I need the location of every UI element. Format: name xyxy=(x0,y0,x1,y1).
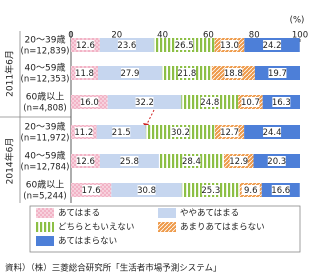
value-label-bg xyxy=(182,156,201,166)
x-tick-label: 0 xyxy=(68,31,73,41)
value-label-bg xyxy=(80,97,99,107)
value-label-bg xyxy=(171,127,190,137)
category-label: 40～59歳 xyxy=(25,62,66,74)
n-label: (n=11,972) xyxy=(21,134,70,144)
legend-label: あてはまる xyxy=(58,209,100,219)
x-unit-label: (%) xyxy=(290,16,305,26)
value-label-bg xyxy=(229,156,248,166)
n-label: (n=5,244) xyxy=(23,192,66,202)
value-label: 24.2 xyxy=(263,41,282,51)
value-label: 27.9 xyxy=(120,69,139,79)
category-label: 60歳以上 xyxy=(26,179,64,191)
value-label-bg xyxy=(74,127,93,137)
value-label: 16.3 xyxy=(272,98,291,108)
legend-swatch xyxy=(36,208,54,218)
value-label: 24.8 xyxy=(200,98,219,108)
value-label: 17.6 xyxy=(82,186,101,196)
value-label: 21.5 xyxy=(112,128,131,138)
value-label-bg xyxy=(220,40,239,50)
legend-swatch xyxy=(36,222,54,232)
value-label-bg xyxy=(224,68,243,78)
value-label-bg xyxy=(117,40,136,50)
value-label-bg xyxy=(263,40,282,50)
value-label-bg xyxy=(112,127,131,137)
value-label-bg xyxy=(120,156,139,166)
value-label: 9.6 xyxy=(244,186,258,196)
value-label: 21.8 xyxy=(177,69,196,79)
legend-box xyxy=(29,205,301,253)
value-label: 16.6 xyxy=(271,186,290,196)
value-label-bg xyxy=(82,185,101,195)
n-label: (n=4,808) xyxy=(23,104,66,114)
x-tick-label: 20 xyxy=(111,31,122,41)
legend-swatch xyxy=(158,222,176,232)
value-label: 12.7 xyxy=(220,128,239,138)
value-label: 11.8 xyxy=(75,69,94,79)
value-label: 12.6 xyxy=(76,157,95,167)
n-label: (n=12,784) xyxy=(21,163,70,173)
value-label: 11.2 xyxy=(74,128,93,138)
value-label-bg xyxy=(76,40,95,50)
value-label-bg xyxy=(201,185,220,195)
value-label-bg xyxy=(200,97,219,107)
value-label-bg xyxy=(268,68,287,78)
value-label: 24.4 xyxy=(263,128,282,138)
value-label-bg xyxy=(220,127,239,137)
value-label: 12.9 xyxy=(229,157,248,167)
value-label: 12.6 xyxy=(76,41,95,51)
source: 資料）（株）三菱総合研究所「生活者市場予測システム」 xyxy=(5,263,222,274)
value-label-bg xyxy=(241,97,260,107)
value-label-bg xyxy=(267,156,286,166)
value-label: 30.2 xyxy=(171,128,190,138)
annotation-arrow xyxy=(145,109,155,127)
legend-label: あまりあてはまらない xyxy=(180,223,265,233)
value-label-bg xyxy=(177,68,196,78)
value-label: 25.3 xyxy=(201,186,220,196)
group-label: 2011年6月 xyxy=(4,50,16,97)
value-label-bg xyxy=(241,185,260,195)
value-label-bg xyxy=(75,68,94,78)
chart: (%) 資料）（株）三菱総合研究所「生活者市場予測システム」 0 20 40 60 80… xyxy=(0,16,308,274)
n-label: (n=12,353) xyxy=(21,75,70,85)
value-label-bg xyxy=(272,97,291,107)
legend-swatch xyxy=(36,236,54,246)
value-label: 23.6 xyxy=(117,41,136,51)
x-tick-label: 40 xyxy=(157,31,168,41)
value-label-bg xyxy=(137,185,156,195)
category-label: 20～39歳 xyxy=(25,121,66,133)
value-label-bg xyxy=(76,156,95,166)
value-label-bg xyxy=(263,127,282,137)
value-label: 20.3 xyxy=(267,157,286,167)
group-label: 2014年6月 xyxy=(4,138,16,185)
value-label: 28.4 xyxy=(182,157,201,167)
value-label: 19.7 xyxy=(268,69,287,79)
category-label: 20～39歳 xyxy=(25,34,66,46)
x-tick-label: 60 xyxy=(203,31,214,41)
category-label: 60歳以上 xyxy=(26,91,64,103)
value-label-bg xyxy=(271,185,290,195)
category-label: 40～59歳 xyxy=(25,150,66,162)
value-label-bg xyxy=(120,68,139,78)
value-label: 26.5 xyxy=(175,41,194,51)
value-label: 30.8 xyxy=(137,186,156,196)
value-label: 18.8 xyxy=(224,69,243,79)
value-label: 13.0 xyxy=(220,41,239,51)
value-label: 25.8 xyxy=(120,157,139,167)
legend-swatch xyxy=(158,208,176,218)
value-label: 32.2 xyxy=(135,98,154,108)
legend-label: ややあてはまる xyxy=(180,209,239,219)
x-tick-label: 100 xyxy=(292,31,308,41)
value-label: 16.0 xyxy=(80,98,99,108)
value-label-bg xyxy=(175,40,194,50)
value-label: 10.7 xyxy=(241,98,260,108)
legend-label: あてはまらない xyxy=(58,237,117,247)
value-label-bg xyxy=(135,97,154,107)
legend-label: どちらともいえない xyxy=(58,223,134,233)
x-tick-label: 80 xyxy=(249,31,260,41)
n-label: (n=12,839) xyxy=(21,47,70,57)
